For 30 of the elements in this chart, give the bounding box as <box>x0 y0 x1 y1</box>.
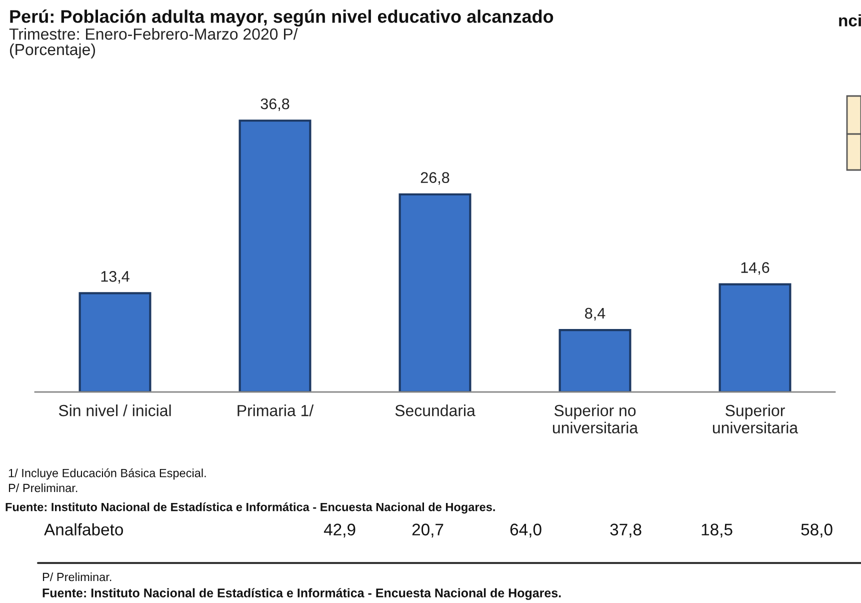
x-tick-label: Primaria 1/ <box>238 404 314 416</box>
bar <box>78 292 152 392</box>
data-label: 13,4 <box>101 271 130 284</box>
x-tick-label: Superior no universitaria <box>552 404 638 434</box>
data-label: 8,4 <box>585 308 606 321</box>
data-label: 14,6 <box>741 262 770 275</box>
text: 64,0 <box>510 524 542 538</box>
x-tick-label: Secundaria <box>395 404 476 416</box>
text: 1/ Incluye Educación Básica Especial. <box>8 468 206 480</box>
text: 18,5 <box>702 524 732 538</box>
text: P/ Preliminar. <box>42 572 112 582</box>
x-tick-label: Sin nivel / inicial <box>58 404 171 416</box>
text: 42,9 <box>324 524 356 538</box>
bar <box>238 120 312 392</box>
chart-title: Perú: Población adulta mayor, según nivel educativo alcanzado <box>10 9 554 27</box>
text: 37,8 <box>610 524 642 538</box>
text: Analfabeto <box>44 523 123 536</box>
text: 58,0 <box>801 524 832 538</box>
bar <box>558 329 632 392</box>
bar <box>718 283 792 392</box>
source-note: Fuente: Instituto Nacional de Estadística e Informática - Encuesta Nacional de Hogares. <box>42 588 561 600</box>
x-tick-label: Superior universitaria <box>712 404 798 434</box>
text: 20,7 <box>412 524 444 538</box>
chart-subtitle: Trimestre: Enero-Febrero-Marzo 2020 P/ (Porcentaje) <box>9 28 298 58</box>
text: P/ Preliminar. <box>8 483 78 492</box>
text: nci <box>839 14 861 26</box>
source-note: Fuente: Instituto Nacional de Estadística e Informática - Encuesta Nacional de Hogares. <box>6 502 495 514</box>
data-label: 26,8 <box>420 172 450 185</box>
bar <box>398 193 472 392</box>
data-label: 36,8 <box>260 98 290 112</box>
